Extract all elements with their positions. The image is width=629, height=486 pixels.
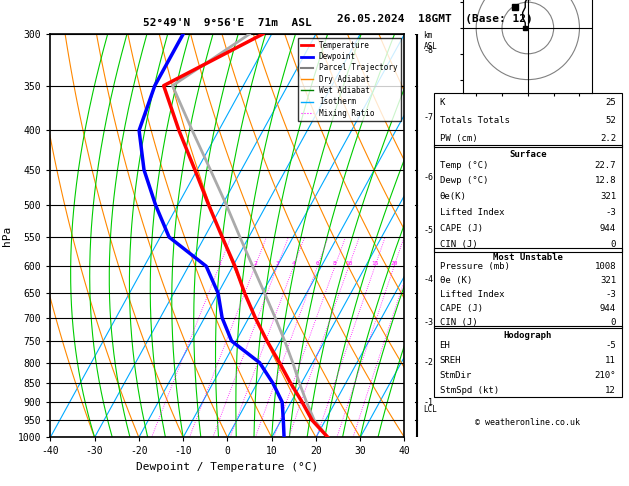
Text: © weatheronline.co.uk: © weatheronline.co.uk (476, 418, 581, 427)
Text: 944: 944 (600, 304, 616, 313)
X-axis label: Dewpoint / Temperature (°C): Dewpoint / Temperature (°C) (136, 462, 318, 472)
Text: 8: 8 (333, 261, 337, 266)
Text: 0: 0 (611, 318, 616, 327)
Text: EH: EH (440, 342, 450, 350)
Text: 2.2: 2.2 (600, 134, 616, 143)
Text: 12: 12 (605, 386, 616, 395)
Text: 12.8: 12.8 (594, 176, 616, 186)
Text: -2: -2 (423, 358, 433, 367)
Text: 20: 20 (391, 261, 398, 266)
Text: -7: -7 (423, 113, 433, 122)
Text: 321: 321 (600, 192, 616, 201)
Text: LCL: LCL (423, 405, 437, 414)
Text: 321: 321 (600, 276, 616, 285)
Text: StmDir: StmDir (440, 371, 472, 380)
Text: K: K (440, 98, 445, 107)
Text: 944: 944 (600, 224, 616, 233)
Text: -3: -3 (423, 318, 433, 327)
Bar (434, 248, 622, 329)
Text: -8: -8 (423, 46, 433, 55)
Text: PW (cm): PW (cm) (440, 134, 477, 143)
Text: SREH: SREH (440, 356, 461, 365)
Text: -6: -6 (423, 173, 433, 182)
Text: -4: -4 (423, 276, 433, 284)
Bar (434, 327, 622, 397)
Text: 6: 6 (316, 261, 320, 266)
Text: CAPE (J): CAPE (J) (440, 224, 482, 233)
Text: 22.7: 22.7 (594, 160, 616, 170)
Text: CIN (J): CIN (J) (440, 240, 477, 249)
Text: km
ASL: km ASL (423, 32, 437, 51)
Text: Most Unstable: Most Unstable (493, 253, 563, 261)
Text: -3: -3 (605, 208, 616, 217)
Text: Totals Totals: Totals Totals (440, 116, 509, 125)
Legend: Temperature, Dewpoint, Parcel Trajectory, Dry Adiabat, Wet Adiabat, Isotherm, Mi: Temperature, Dewpoint, Parcel Trajectory… (298, 38, 401, 121)
Text: Temp (°C): Temp (°C) (440, 160, 488, 170)
Text: 210°: 210° (594, 371, 616, 380)
Text: 1: 1 (218, 261, 221, 266)
Text: 4: 4 (292, 261, 296, 266)
Text: -1: -1 (423, 398, 433, 407)
Text: Pressure (mb): Pressure (mb) (440, 262, 509, 271)
Text: Dewp (°C): Dewp (°C) (440, 176, 488, 186)
Text: Lifted Index: Lifted Index (440, 290, 504, 299)
Text: 52: 52 (605, 116, 616, 125)
Text: 25: 25 (605, 98, 616, 107)
Text: 0: 0 (611, 240, 616, 249)
Text: CAPE (J): CAPE (J) (440, 304, 482, 313)
Text: 15: 15 (371, 261, 379, 266)
Text: -5: -5 (605, 342, 616, 350)
Text: 2: 2 (253, 261, 257, 266)
Text: 26.05.2024  18GMT  (Base: 12): 26.05.2024 18GMT (Base: 12) (337, 14, 532, 24)
Text: 1008: 1008 (594, 262, 616, 271)
Text: -5: -5 (423, 226, 433, 235)
Text: Surface: Surface (509, 150, 547, 159)
Text: CIN (J): CIN (J) (440, 318, 477, 327)
Text: 11: 11 (605, 356, 616, 365)
Bar (434, 145, 622, 252)
Text: StmSpd (kt): StmSpd (kt) (440, 386, 499, 395)
Text: 10: 10 (345, 261, 353, 266)
Bar (434, 92, 622, 147)
Text: Hodograph: Hodograph (504, 331, 552, 340)
Y-axis label: hPa: hPa (3, 226, 12, 246)
Text: θe(K): θe(K) (440, 192, 467, 201)
Text: Lifted Index: Lifted Index (440, 208, 504, 217)
Text: 3: 3 (276, 261, 279, 266)
Text: -3: -3 (605, 290, 616, 299)
Text: θe (K): θe (K) (440, 276, 472, 285)
Title: 52°49'N  9°56'E  71m  ASL: 52°49'N 9°56'E 71m ASL (143, 17, 312, 28)
